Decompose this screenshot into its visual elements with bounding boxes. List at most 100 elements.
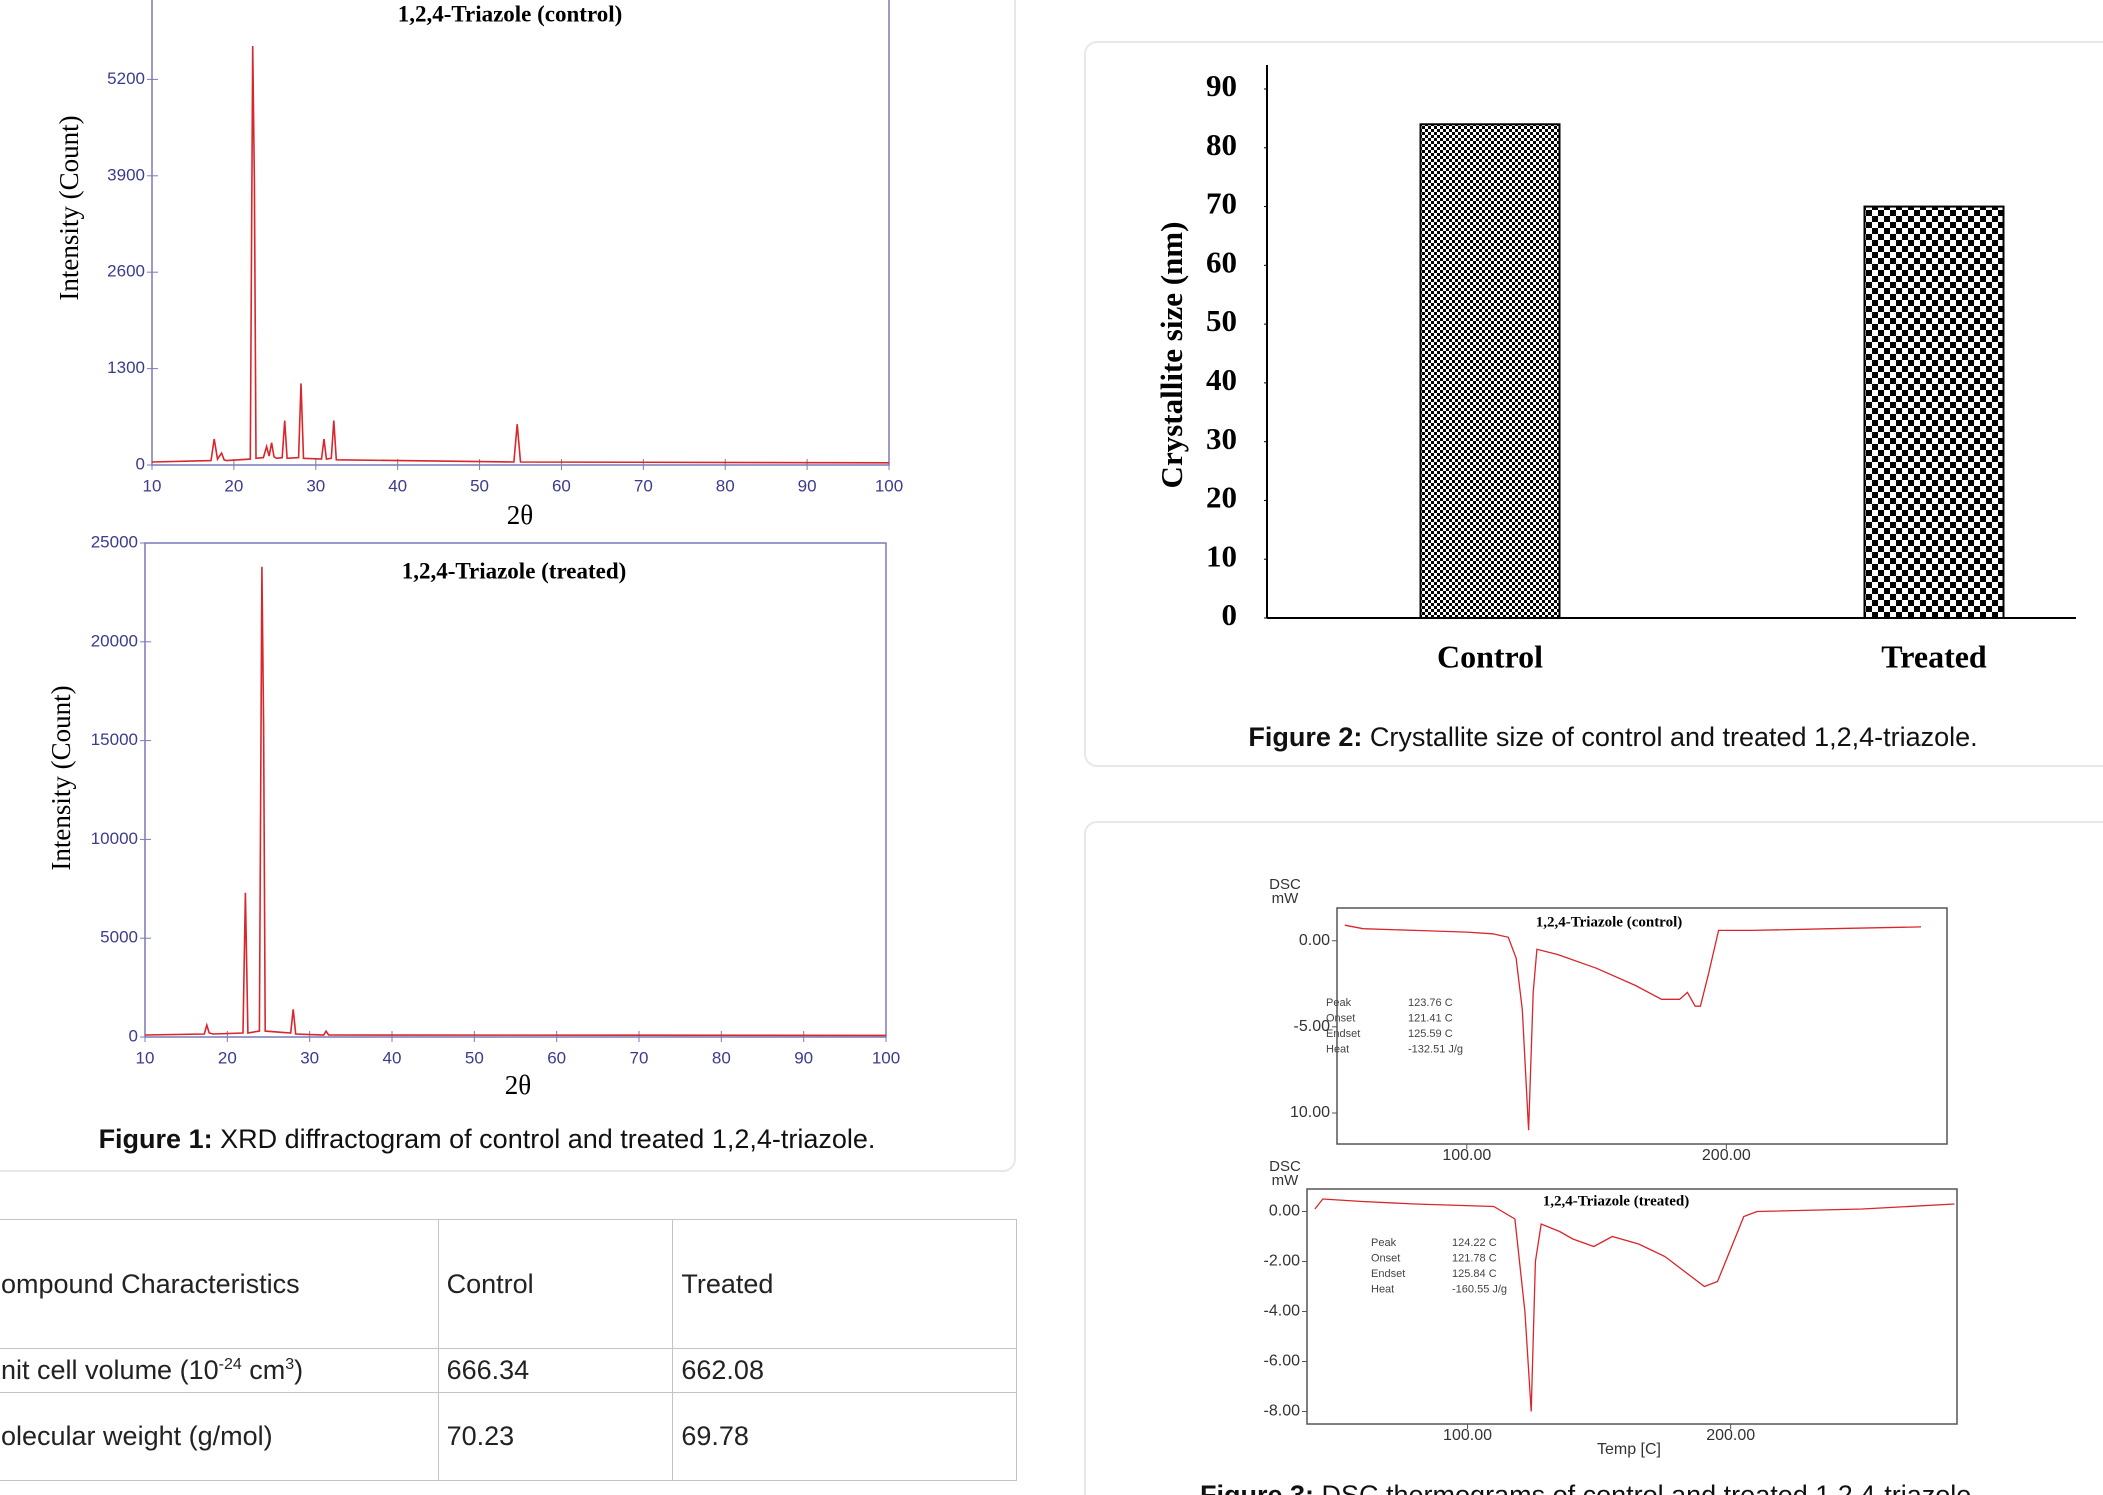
figure-caption: Figure 2: Crystallite size of control an… [1248, 722, 1977, 752]
table-row: olecular weight (g/mol) 70.23 69.78 [0, 1392, 1017, 1481]
data-line [144, 566, 887, 1037]
figure-caption: Figure 1: XRD diffractogram of control a… [99, 1124, 876, 1154]
chart-title: 1,2,4-Triazole (treated) [402, 558, 627, 583]
figure-caption: Figure 3: DSC thermograms of control and… [1200, 1480, 1979, 1495]
y-tick-label: 0 [1222, 597, 1238, 632]
cell-text: nit cell volume (10 [1, 1355, 219, 1385]
y-tick-label: 0 [136, 454, 145, 473]
y-tick-label: -6.00 [1264, 1353, 1301, 1370]
y-tick-label: 10.00 [1290, 1104, 1330, 1121]
y-tick-label: 10 [1206, 538, 1237, 573]
cell-sup: 3 [285, 1356, 295, 1373]
plot-frame [144, 542, 887, 1038]
table-cell: 666.34 [437, 1348, 674, 1393]
annotation-value: 121.78 C [1452, 1253, 1497, 1265]
y-tick-label: -2.00 [1264, 1253, 1301, 1270]
table-cell: olecular weight (g/mol) [0, 1392, 439, 1481]
figure-3-card [1084, 821, 2103, 1495]
annotation-label: Endset [1326, 1028, 1360, 1040]
caption-text: DSC thermograms of control and treated 1… [1314, 1480, 1979, 1495]
y-tick-label: 40 [1206, 362, 1237, 397]
y-axis-label: Intensity (Count) [54, 115, 84, 300]
y-tick-label: 60 [1206, 244, 1237, 279]
x-tick-label: Control [1437, 638, 1543, 674]
y-axis-unit: mW [1272, 890, 1299, 907]
annotation-label: Peak [1326, 997, 1352, 1009]
cell-sup: -24 [218, 1356, 242, 1373]
table-row: nit cell volume (10-24 cm3) 666.34 662.0… [0, 1348, 1017, 1393]
caption-label: Figure 2: [1248, 722, 1362, 752]
annotation-value: 125.84 C [1452, 1268, 1497, 1280]
plot-frame [151, 0, 890, 466]
caption-text: Crystallite size of control and treated … [1362, 722, 1977, 752]
annotation-label: Onset [1371, 1253, 1400, 1265]
x-tick-label: 100.00 [1442, 1147, 1491, 1164]
data-line [1314, 1198, 1955, 1412]
table-header: ompound Characteristics Control Treated [0, 1219, 1017, 1349]
annotation-label: Heat [1371, 1284, 1394, 1296]
y-tick-label: 1300 [107, 358, 145, 377]
y-tick-label: 0.00 [1269, 1203, 1300, 1220]
y-tick-label: 10000 [91, 829, 138, 848]
y-tick-label: -4.00 [1264, 1303, 1301, 1320]
table-cell: 69.78 [672, 1392, 1017, 1481]
chart-title: 1,2,4-Triazole (control) [1536, 914, 1682, 930]
table-cell: Control [437, 1219, 674, 1349]
table-cell: ompound Characteristics [0, 1219, 439, 1349]
data-line [1344, 924, 1922, 1131]
x-tick-label: 100.00 [1443, 1427, 1492, 1444]
x-tick-label: 20 [224, 476, 243, 495]
annotation-value: -132.51 J/g [1408, 1043, 1463, 1055]
y-tick-label: -5.00 [1294, 1018, 1331, 1035]
data-line [151, 45, 890, 464]
plot-frame [1306, 1188, 1958, 1425]
y-tick-label: 0 [129, 1026, 138, 1045]
x-tick-label: 100 [875, 476, 903, 495]
y-tick-label: 70 [1206, 186, 1237, 221]
y-axis-label: DSC [1269, 1158, 1301, 1175]
y-tick-label: 5000 [100, 928, 138, 947]
y-tick-label: 0.00 [1299, 932, 1330, 949]
y-tick-label: 80 [1206, 127, 1237, 162]
chart-title: 1,2,4-Triazole (control) [398, 1, 623, 26]
y-tick-label: 3900 [107, 165, 145, 184]
x-tick-label: 30 [300, 1048, 319, 1067]
x-tick-label: 90 [798, 476, 817, 495]
x-tick-label: 20 [218, 1048, 237, 1067]
y-axis-label: DSC [1269, 876, 1301, 893]
x-tick-label: 30 [306, 476, 325, 495]
annotation-value: 123.76 C [1408, 997, 1453, 1009]
x-tick-label: 70 [634, 476, 653, 495]
y-tick-label: 50 [1206, 303, 1237, 338]
y-tick-label: 20000 [91, 631, 138, 650]
x-tick-label: 200.00 [1702, 1147, 1751, 1164]
annotation-label: Onset [1326, 1012, 1355, 1024]
y-tick-label: 20 [1206, 480, 1237, 515]
annotation-value: 121.41 C [1408, 1012, 1453, 1024]
plot-frame [1336, 907, 1948, 1145]
y-tick-label: 2600 [107, 262, 145, 281]
figure-2-card [1084, 41, 2103, 767]
caption-text: XRD diffractogram of control and treated… [213, 1124, 876, 1154]
x-axis-label: 2θ [507, 500, 533, 530]
table-cell: 662.08 [672, 1348, 1017, 1393]
x-axis-label: 2θ [505, 1070, 531, 1100]
caption-label: Figure 3: [1200, 1480, 1314, 1495]
chart-title: 1,2,4-Triazole (treated) [1543, 1193, 1689, 1209]
y-tick-label: 15000 [91, 730, 138, 749]
x-tick-label: 40 [383, 1048, 402, 1067]
annotation-value: 125.59 C [1408, 1028, 1453, 1040]
characteristics-table: ompound Characteristics Control Treated … [0, 1219, 1017, 1481]
x-tick-label: 10 [143, 476, 162, 495]
cell-text: ) [294, 1355, 304, 1385]
x-axis-label: Temp [C] [1597, 1441, 1661, 1458]
table-cell: Treated [672, 1219, 1017, 1349]
annotation-label: Peak [1371, 1237, 1397, 1249]
x-tick-label: 60 [552, 476, 571, 495]
caption-label: Figure 1: [99, 1124, 213, 1154]
annotation-value: 124.22 C [1452, 1237, 1497, 1249]
x-tick-label: Treated [1881, 638, 1987, 674]
y-tick-label: 90 [1206, 68, 1237, 103]
x-tick-label: 50 [470, 476, 489, 495]
cell-text: cm [241, 1355, 286, 1385]
